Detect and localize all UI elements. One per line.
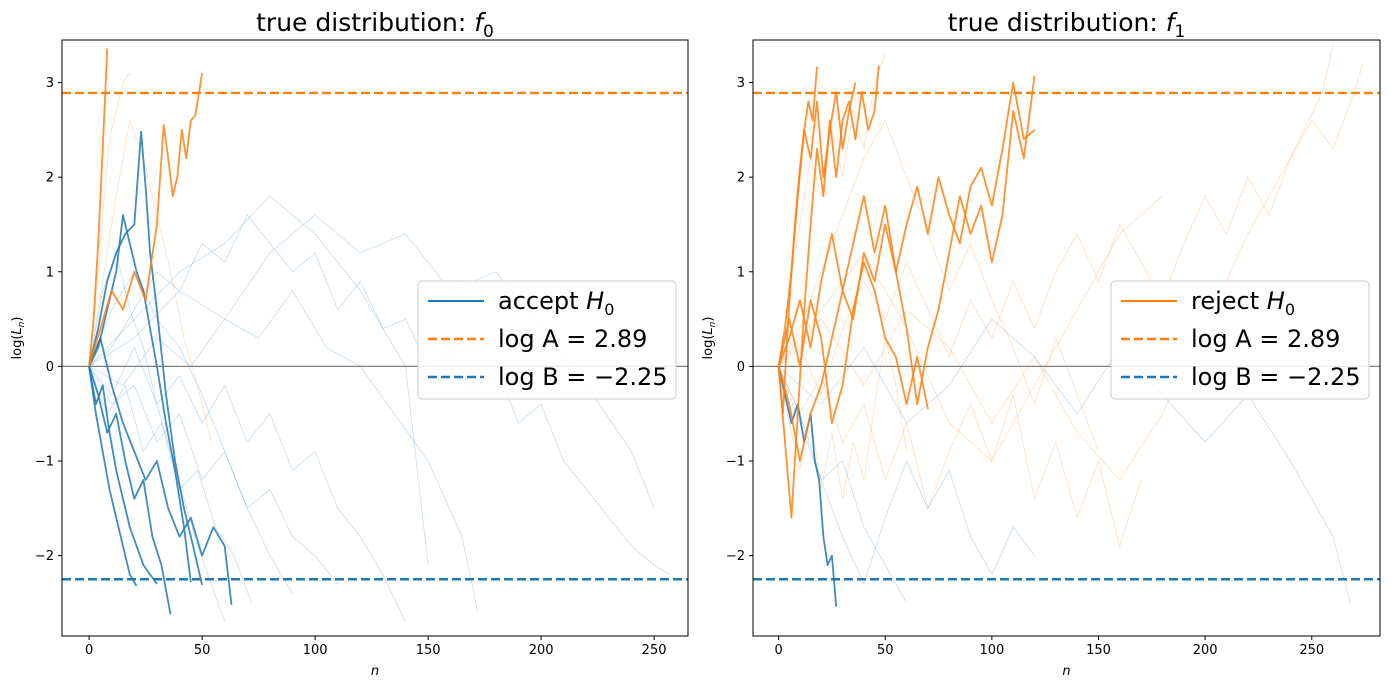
legend-0: accept H0 log A = 2.89 log B = −2.25 [417,280,677,400]
background-series-18 [88,118,212,443]
title-sub: 0 [483,22,494,42]
background-series-8 [778,195,1163,462]
highlight-series-5 [88,366,158,585]
background-series-15 [778,366,1035,586]
y-tick-label: 1 [46,265,54,280]
highlight-series-0 [777,366,838,607]
background-series-10 [778,119,1099,452]
legend-label-sub: 0 [604,300,614,319]
y-tick-label: 0 [737,360,745,375]
background-series-14 [778,318,1351,603]
chart-title: true distribution: f1 [948,8,1186,42]
x-tick-label: 150 [416,643,441,658]
y-label-sub: n [17,321,27,327]
y-label-sub: n [708,321,718,327]
axes-frame-0 [61,39,689,637]
y-tick-label: 2 [737,171,745,186]
highlight-series-4 [777,75,1036,462]
title-text: true distribution: [948,8,1166,37]
y-tick-label: 1 [737,265,745,280]
highlight-series-5 [777,261,929,425]
highlight-series-3 [777,66,818,415]
highlight-series-7 [88,72,203,367]
legend-label-var: H [586,287,604,315]
y-tick-label: 3 [46,76,54,91]
x-tick-label: 50 [194,643,211,658]
highlight-series-2 [88,337,233,605]
y-axis-label: log(Ln) [701,317,718,360]
axes-frame-1 [752,39,1381,637]
y-tick-label: 2 [46,171,54,186]
background-series-16 [778,366,907,604]
legend-label-2: log B = −2.25 [1191,363,1361,391]
y-label-part: log( [701,335,716,360]
chart-title: true distribution: f0 [256,8,494,42]
legend-1: reject H0 log A = 2.89 log B = −2.25 [1110,280,1370,400]
legend-label-1: log A = 2.89 [498,325,647,353]
legend-label-0: accept H0 [498,287,614,319]
legend-label-2: log B = −2.25 [498,363,668,391]
x-tick-label: 250 [1299,643,1324,658]
y-tick-label: −2 [726,549,745,564]
y-tick-label: −2 [35,549,54,564]
x-tick-label: 0 [85,643,93,658]
highlight-series-6 [777,81,1036,367]
highlight-series-1 [777,65,880,519]
background-series-7 [778,44,1334,481]
background-series-17 [88,72,131,367]
y-label-part: log( [10,335,25,360]
plot-area-0 [62,48,688,622]
x-axis-label: n [1062,664,1070,679]
legend-label-prefix: reject [1191,287,1267,315]
legend-label-sub: 0 [1285,300,1295,319]
y-label-var: L [10,327,25,334]
legend-label-var: log B = −2.25 [1191,363,1361,391]
highlight-series-3 [88,130,203,586]
x-tick-label: 200 [1193,643,1218,658]
legend-label-var: log B = −2.25 [498,363,668,391]
y-axis-label: log(Ln) [10,317,27,360]
y-tick-label: 3 [737,76,745,91]
plot-area-1 [753,44,1380,607]
legend-box [417,280,677,400]
title-text: true distribution: [256,8,474,37]
y-label-part: ) [701,317,716,322]
legend-box [1110,280,1370,400]
x-tick-label: 200 [529,643,554,658]
background-series-15 [88,214,671,575]
background-series-9 [88,195,429,566]
legend-label-var: log A = 2.89 [1191,325,1340,353]
background-series-11 [88,366,339,585]
y-tick-label: −1 [35,454,54,469]
background-series-12 [88,270,293,594]
x-tick-label: 150 [1086,643,1111,658]
legend-label-prefix: accept [498,287,586,315]
y-tick-label: −1 [726,454,745,469]
background-series-10 [88,289,479,613]
highlight-series-0 [88,366,138,587]
legend-label-var: H [1267,287,1285,315]
legend-label-var: log A = 2.89 [498,325,647,353]
y-label-var: L [701,327,716,334]
x-tick-label: 100 [979,643,1004,658]
x-tick-label: 100 [303,643,328,658]
legend-label-0: reject H0 [1191,287,1295,319]
legend-label-1: log A = 2.89 [1191,325,1340,353]
x-tick-label: 250 [642,643,667,658]
y-tick-label: 0 [46,360,54,375]
title-sub: 1 [1175,22,1186,42]
background-series-9 [778,366,1142,548]
x-tick-label: 50 [877,643,894,658]
x-axis-label: n [371,664,379,679]
background-series-14 [88,346,406,622]
y-label-part: ) [10,317,25,322]
highlight-series-1 [88,366,172,615]
x-tick-label: 0 [774,643,782,658]
